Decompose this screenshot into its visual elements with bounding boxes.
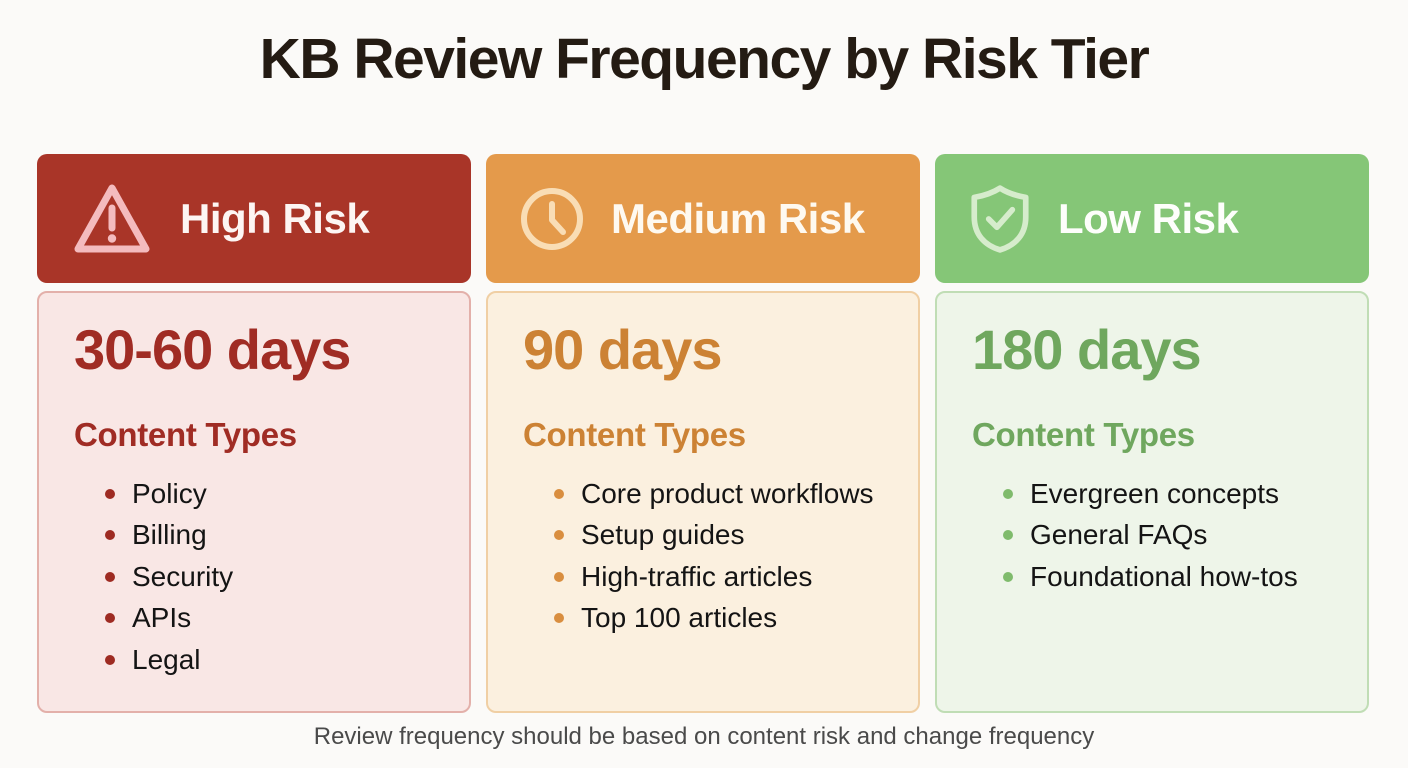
list-item: Setup guides [523, 514, 894, 556]
bullet-dot [1003, 488, 1013, 499]
bullet-dot [105, 613, 115, 624]
list-item-label: Security [132, 560, 234, 592]
medium-risk-header: Medium Risk [486, 154, 920, 283]
list-item-label: Policy [132, 477, 207, 509]
content-types-heading: Content Types [74, 415, 297, 453]
review-frequency-value: 180 days [972, 318, 1202, 381]
card-low-risk: Low Risk 180 days Content Types Evergree… [935, 154, 1369, 713]
list-item: Top 100 articles [523, 597, 894, 639]
bullet-dot [554, 488, 564, 499]
low-risk-body: 180 days Content Types Evergreen concept… [935, 291, 1369, 713]
review-frequency-value: 90 days [523, 318, 723, 381]
list-item-label: Billing [132, 519, 207, 551]
shield-check-icon [969, 184, 1031, 254]
list-item: General FAQs [972, 514, 1343, 556]
list-item-label: APIs [132, 602, 192, 634]
risk-tier-label: Low Risk [1058, 194, 1239, 242]
bullet-dot [554, 530, 564, 541]
medium-risk-body: 90 days Content Types Core product workf… [486, 291, 920, 713]
content-types-list: Evergreen concepts General FAQs Foundati… [972, 473, 1343, 598]
list-item-label: Legal [132, 643, 201, 675]
high-risk-body: 30-60 days Content Types Policy Billing … [37, 291, 471, 713]
list-item-label: Evergreen concepts [1030, 477, 1280, 509]
bullet-dot [105, 530, 115, 541]
bullet-dot [105, 654, 115, 665]
card-medium-risk: Medium Risk 90 days Content Types Core p… [486, 154, 920, 713]
list-item: Legal [74, 639, 445, 681]
card-high-risk: High Risk 30-60 days Content Types Polic… [37, 154, 471, 713]
page-title: KB Review Frequency by Risk Tier [259, 27, 1150, 91]
list-item: Foundational how-tos [972, 556, 1343, 598]
list-item: Security [74, 556, 445, 598]
list-item-label: Foundational how-tos [1030, 560, 1298, 592]
list-item: Billing [74, 514, 445, 556]
review-frequency-value: 30-60 days [74, 318, 351, 381]
list-item: Core product workflows [523, 473, 894, 515]
bullet-dot [1003, 530, 1013, 541]
warning-triangle-icon [71, 181, 153, 257]
list-item-label: Core product workflows [581, 477, 874, 509]
bullet-dot [554, 613, 564, 624]
content-types-list: Core product workflows Setup guides High… [523, 473, 894, 639]
list-item-label: High-traffic articles [581, 560, 813, 592]
footer-note: Review frequency should be based on cont… [313, 723, 1095, 750]
list-item-label: General FAQs [1030, 519, 1208, 551]
bullet-dot [105, 571, 115, 582]
list-item-label: Top 100 articles [581, 602, 778, 634]
list-item: Policy [74, 473, 445, 515]
risk-tier-label: Medium Risk [611, 194, 865, 242]
list-item: High-traffic articles [523, 556, 894, 598]
list-item: APIs [74, 597, 445, 639]
content-types-list: Policy Billing Security APIs Legal [74, 473, 445, 681]
list-item-label: Setup guides [581, 519, 745, 551]
risk-tier-label: High Risk [180, 194, 370, 242]
risk-tier-cards: High Risk 30-60 days Content Types Polic… [37, 154, 1369, 713]
high-risk-header: High Risk [37, 154, 471, 283]
low-risk-header: Low Risk [935, 154, 1369, 283]
content-types-heading: Content Types [972, 415, 1195, 453]
bullet-dot [554, 571, 564, 582]
content-types-heading: Content Types [523, 415, 746, 453]
bullet-dot [1003, 571, 1013, 582]
list-item: Evergreen concepts [972, 473, 1343, 515]
bullet-dot [105, 488, 115, 499]
clock-icon [520, 187, 584, 251]
